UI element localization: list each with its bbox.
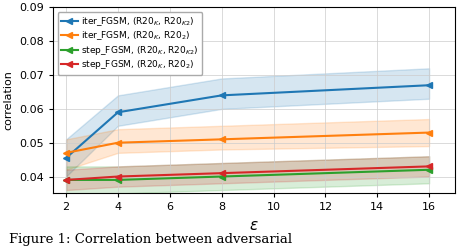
Line: step_FGSM, (R20$_{K}$, R20$_{2}$): step_FGSM, (R20$_{K}$, R20$_{2}$): [63, 164, 432, 183]
step_FGSM, (R20$_{K}$, R20$_{K2}$): [219, 175, 225, 178]
Y-axis label: correlation: correlation: [4, 70, 14, 130]
step_FGSM, (R20$_{K}$, R20$_{2}$): [63, 178, 69, 181]
step_FGSM, (R20$_{K}$, R20$_{K2}$): [63, 178, 69, 181]
iter_FGSM, (R20$_{K}$, R20$_{K2}$): [426, 84, 432, 87]
iter_FGSM, (R20$_{K}$, R20$_{K2}$): [115, 111, 121, 114]
iter_FGSM, (R20$_{K}$, R20$_{2}$): [426, 131, 432, 134]
iter_FGSM, (R20$_{K}$, R20$_{2}$): [115, 141, 121, 144]
iter_FGSM, (R20$_{K}$, R20$_{K2}$): [63, 156, 69, 159]
iter_FGSM, (R20$_{K}$, R20$_{2}$): [219, 138, 225, 141]
Line: iter_FGSM, (R20$_{K}$, R20$_{2}$): iter_FGSM, (R20$_{K}$, R20$_{2}$): [63, 130, 432, 156]
Legend: iter_FGSM, (R20$_{K}$, R20$_{K2}$), iter_FGSM, (R20$_{K}$, R20$_{2}$), step_FGSM: iter_FGSM, (R20$_{K}$, R20$_{K2}$), iter…: [58, 12, 202, 75]
step_FGSM, (R20$_{K}$, R20$_{K2}$): [426, 168, 432, 171]
step_FGSM, (R20$_{K}$, R20$_{2}$): [219, 172, 225, 175]
iter_FGSM, (R20$_{K}$, R20$_{K2}$): [219, 94, 225, 97]
Line: iter_FGSM, (R20$_{K}$, R20$_{K2}$): iter_FGSM, (R20$_{K}$, R20$_{K2}$): [63, 82, 432, 161]
Line: step_FGSM, (R20$_{K}$, R20$_{K2}$): step_FGSM, (R20$_{K}$, R20$_{K2}$): [63, 167, 432, 183]
X-axis label: $\varepsilon$: $\varepsilon$: [249, 218, 259, 233]
step_FGSM, (R20$_{K}$, R20$_{2}$): [115, 175, 121, 178]
iter_FGSM, (R20$_{K}$, R20$_{2}$): [63, 151, 69, 154]
step_FGSM, (R20$_{K}$, R20$_{2}$): [426, 165, 432, 168]
step_FGSM, (R20$_{K}$, R20$_{K2}$): [115, 178, 121, 181]
Text: Figure 1: Correlation between adversarial: Figure 1: Correlation between adversaria…: [9, 233, 292, 246]
